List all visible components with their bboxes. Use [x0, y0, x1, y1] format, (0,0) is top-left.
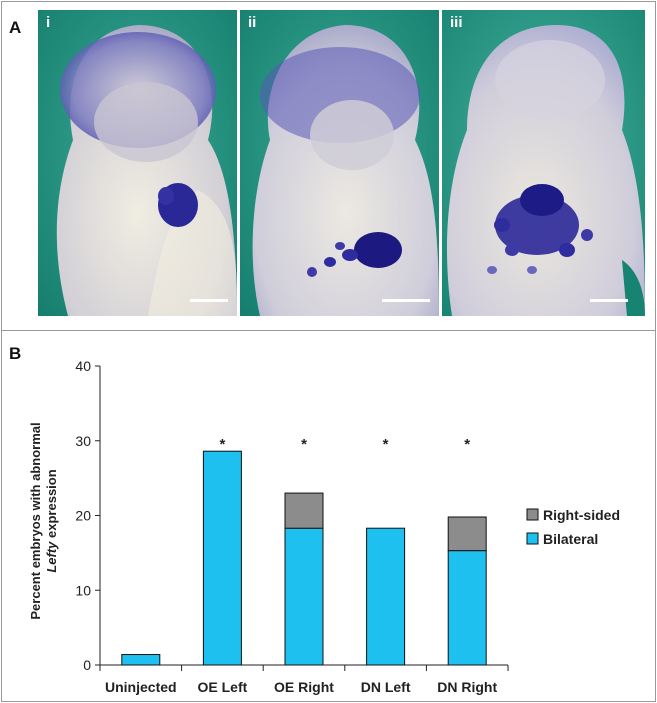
- y-tick-label: 30: [75, 433, 91, 449]
- embryo-photo-i: i: [38, 10, 237, 316]
- y-tick-label: 20: [75, 508, 91, 524]
- y-axis-label-rest: expression: [44, 469, 59, 541]
- significance-marker: *: [383, 436, 389, 453]
- y-tick-label: 10: [75, 582, 91, 598]
- bar-bilateral-oe-right: [284, 527, 324, 666]
- bar-chart: 0 10 20 30 40 Uninjected * OE Left * OE Right * DN …: [28, 358, 620, 695]
- bar-right-sided-dn-right: [447, 516, 487, 552]
- y-tick-label: 0: [83, 657, 91, 673]
- y-axis-label-line1: Percent embryos with abnormal: [28, 422, 43, 619]
- y-axis-label-italic: Lefty: [44, 541, 59, 573]
- legend-swatch-right-sided: [526, 508, 539, 521]
- legend-swatch-bilateral: [526, 532, 539, 545]
- y-tick-label: 40: [75, 358, 91, 374]
- bar-bilateral-dn-right: [447, 550, 487, 666]
- bar-bilateral-dn-left: [366, 527, 406, 666]
- x-tick-label: Uninjected: [105, 679, 177, 695]
- significance-marker: *: [301, 436, 307, 453]
- legend-label-bilateral: Bilateral: [543, 531, 598, 547]
- photo-numeral-ii: ii: [248, 14, 257, 31]
- y-axis-label-line2: Lefty expression: [44, 469, 59, 572]
- significance-marker: *: [219, 436, 225, 453]
- bar-bilateral-uninjected: [121, 654, 161, 666]
- bar-right-sided-oe-right: [284, 492, 324, 529]
- legend-label-right-sided: Right-sided: [543, 507, 620, 523]
- panel-divider: [1, 330, 656, 331]
- bar-bilateral-oe-left: [202, 450, 242, 666]
- x-tick-label: OE Right: [274, 679, 334, 695]
- embryo-photo-ii: ii: [240, 10, 439, 316]
- embryo-photo-iii: iii: [442, 10, 645, 316]
- x-tick-label: OE Left: [198, 679, 248, 695]
- panel-a-label: A: [9, 18, 22, 37]
- x-tick-label: DN Right: [437, 679, 497, 695]
- significance-marker: *: [464, 436, 470, 453]
- panel-b-label: B: [9, 344, 22, 363]
- photo-numeral-iii: iii: [450, 14, 463, 31]
- x-tick-label: DN Left: [361, 679, 411, 695]
- photo-numeral-i: i: [46, 14, 51, 31]
